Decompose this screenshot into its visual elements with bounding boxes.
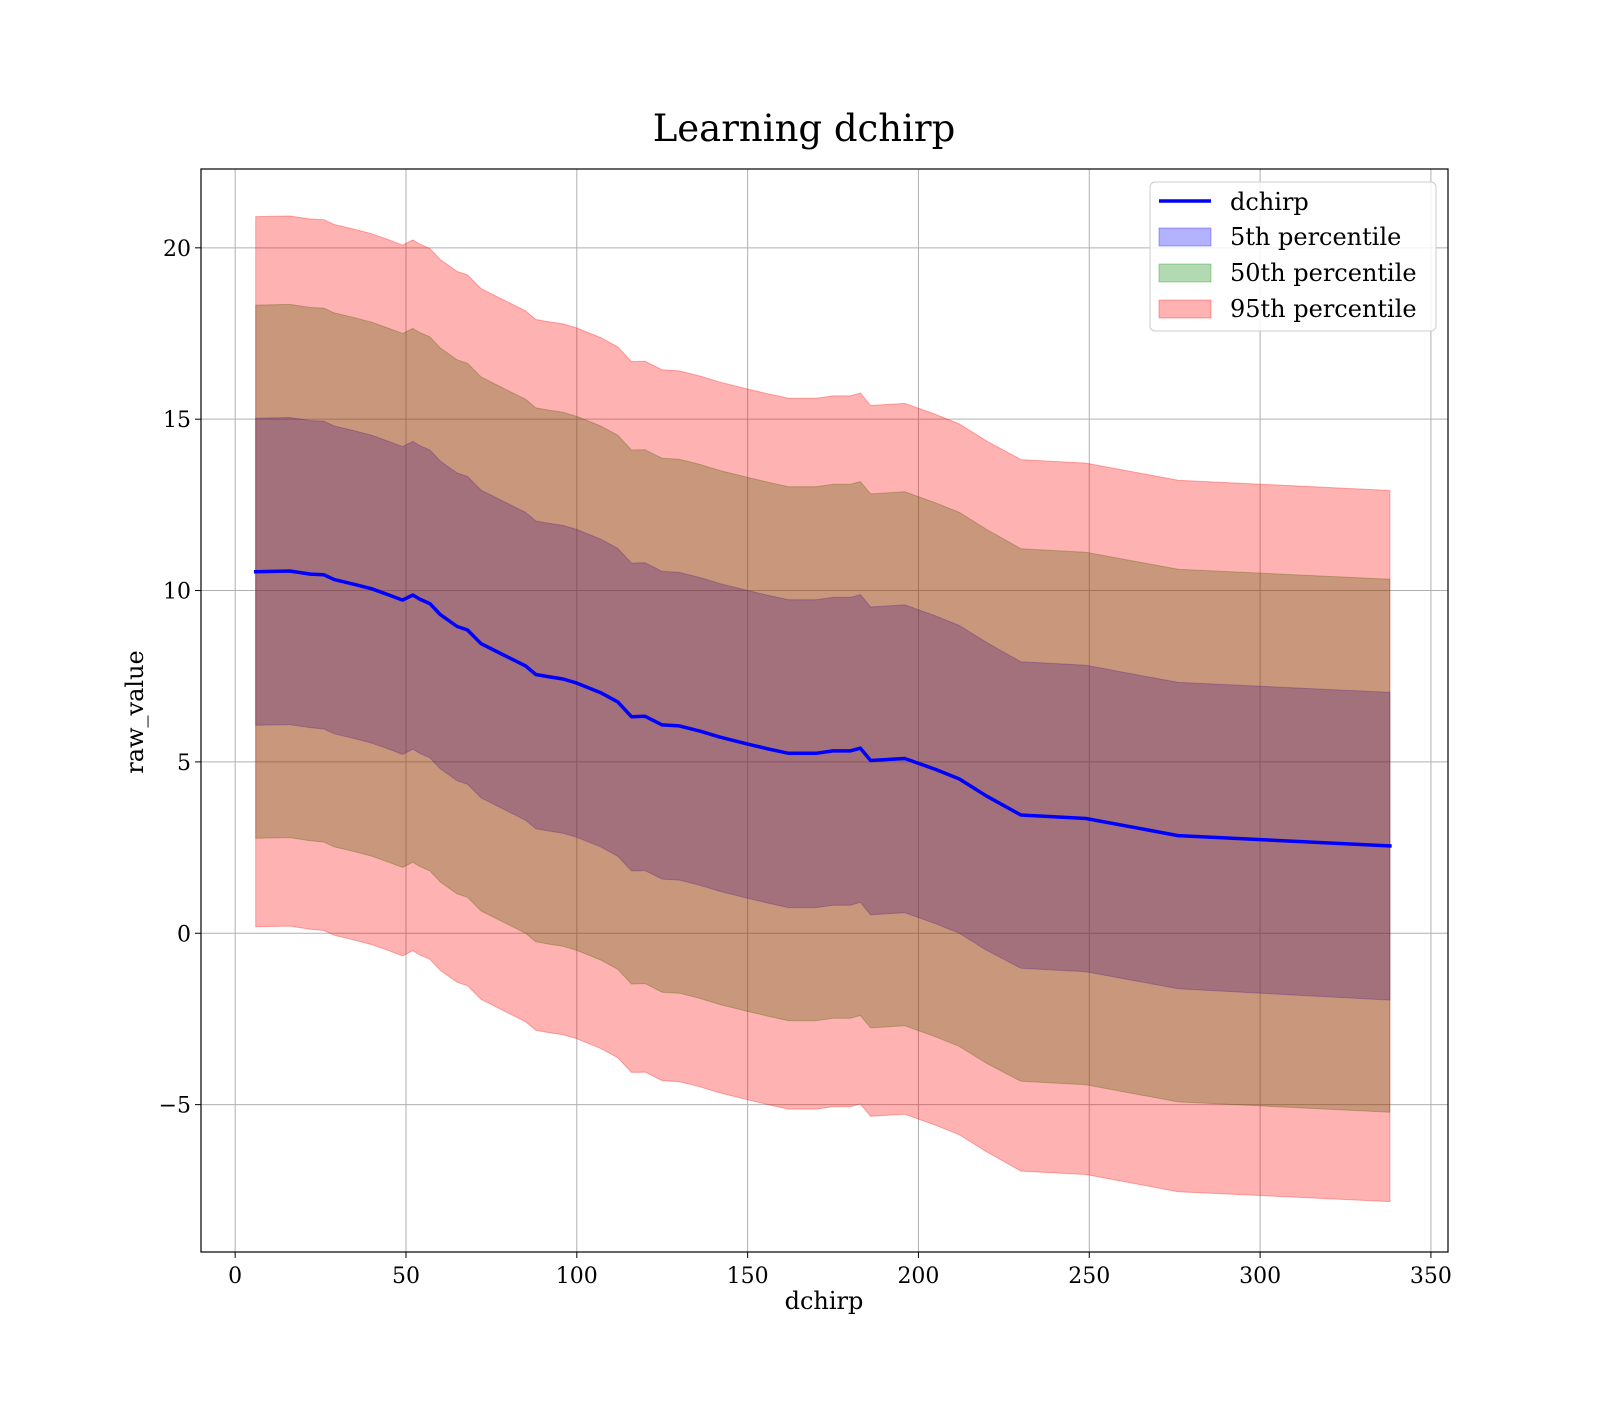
x-tick-label: 50	[392, 1264, 420, 1289]
y-tick-label: 15	[163, 408, 191, 433]
legend-swatch-5th	[1158, 227, 1212, 247]
tick-layer: 0 50 100 150 200 250 300 350 −5 0 5 10 15 20	[159, 237, 1452, 1289]
band-95th-percentile	[255, 215, 1391, 1203]
x-tick-label: 0	[228, 1264, 242, 1289]
legend-label-95th: 95th percentile	[1230, 295, 1417, 323]
legend-swatch-95th	[1158, 299, 1212, 319]
x-tick-label: 150	[727, 1264, 769, 1289]
band-layer	[255, 215, 1391, 1203]
legend-label-line: dchirp	[1230, 188, 1309, 216]
plot-frame	[200, 168, 1449, 1253]
legend-label-50th: 50th percentile	[1230, 259, 1417, 287]
legend-label-5th: 5th percentile	[1230, 223, 1401, 251]
y-tick-label: −5	[159, 1094, 191, 1119]
band-50th-percentile	[255, 303, 1391, 1113]
y-tick-label: 5	[177, 751, 191, 776]
band-5th-percentile	[255, 416, 1391, 1001]
y-axis-label: raw_value	[121, 650, 149, 774]
x-tick-label: 350	[1410, 1264, 1452, 1289]
legend-swatch-50th	[1158, 263, 1212, 283]
y-tick-label: 0	[177, 922, 191, 947]
y-tick-label: 20	[163, 237, 191, 262]
x-tick-label: 250	[1068, 1264, 1110, 1289]
line-layer	[253, 569, 1392, 848]
x-tick-label: 300	[1239, 1264, 1281, 1289]
x-tick-label: 200	[897, 1264, 939, 1289]
x-tick-label: 100	[556, 1264, 598, 1289]
chart-title: Learning dchirp	[653, 107, 956, 150]
series-line-dchirp	[253, 569, 1392, 848]
y-tick-label: 10	[163, 580, 191, 605]
x-axis-label: dchirp	[785, 1287, 864, 1315]
legend-box	[1149, 181, 1437, 332]
legend: dchirp 5th percentile 50th percentile 95…	[1149, 181, 1437, 332]
